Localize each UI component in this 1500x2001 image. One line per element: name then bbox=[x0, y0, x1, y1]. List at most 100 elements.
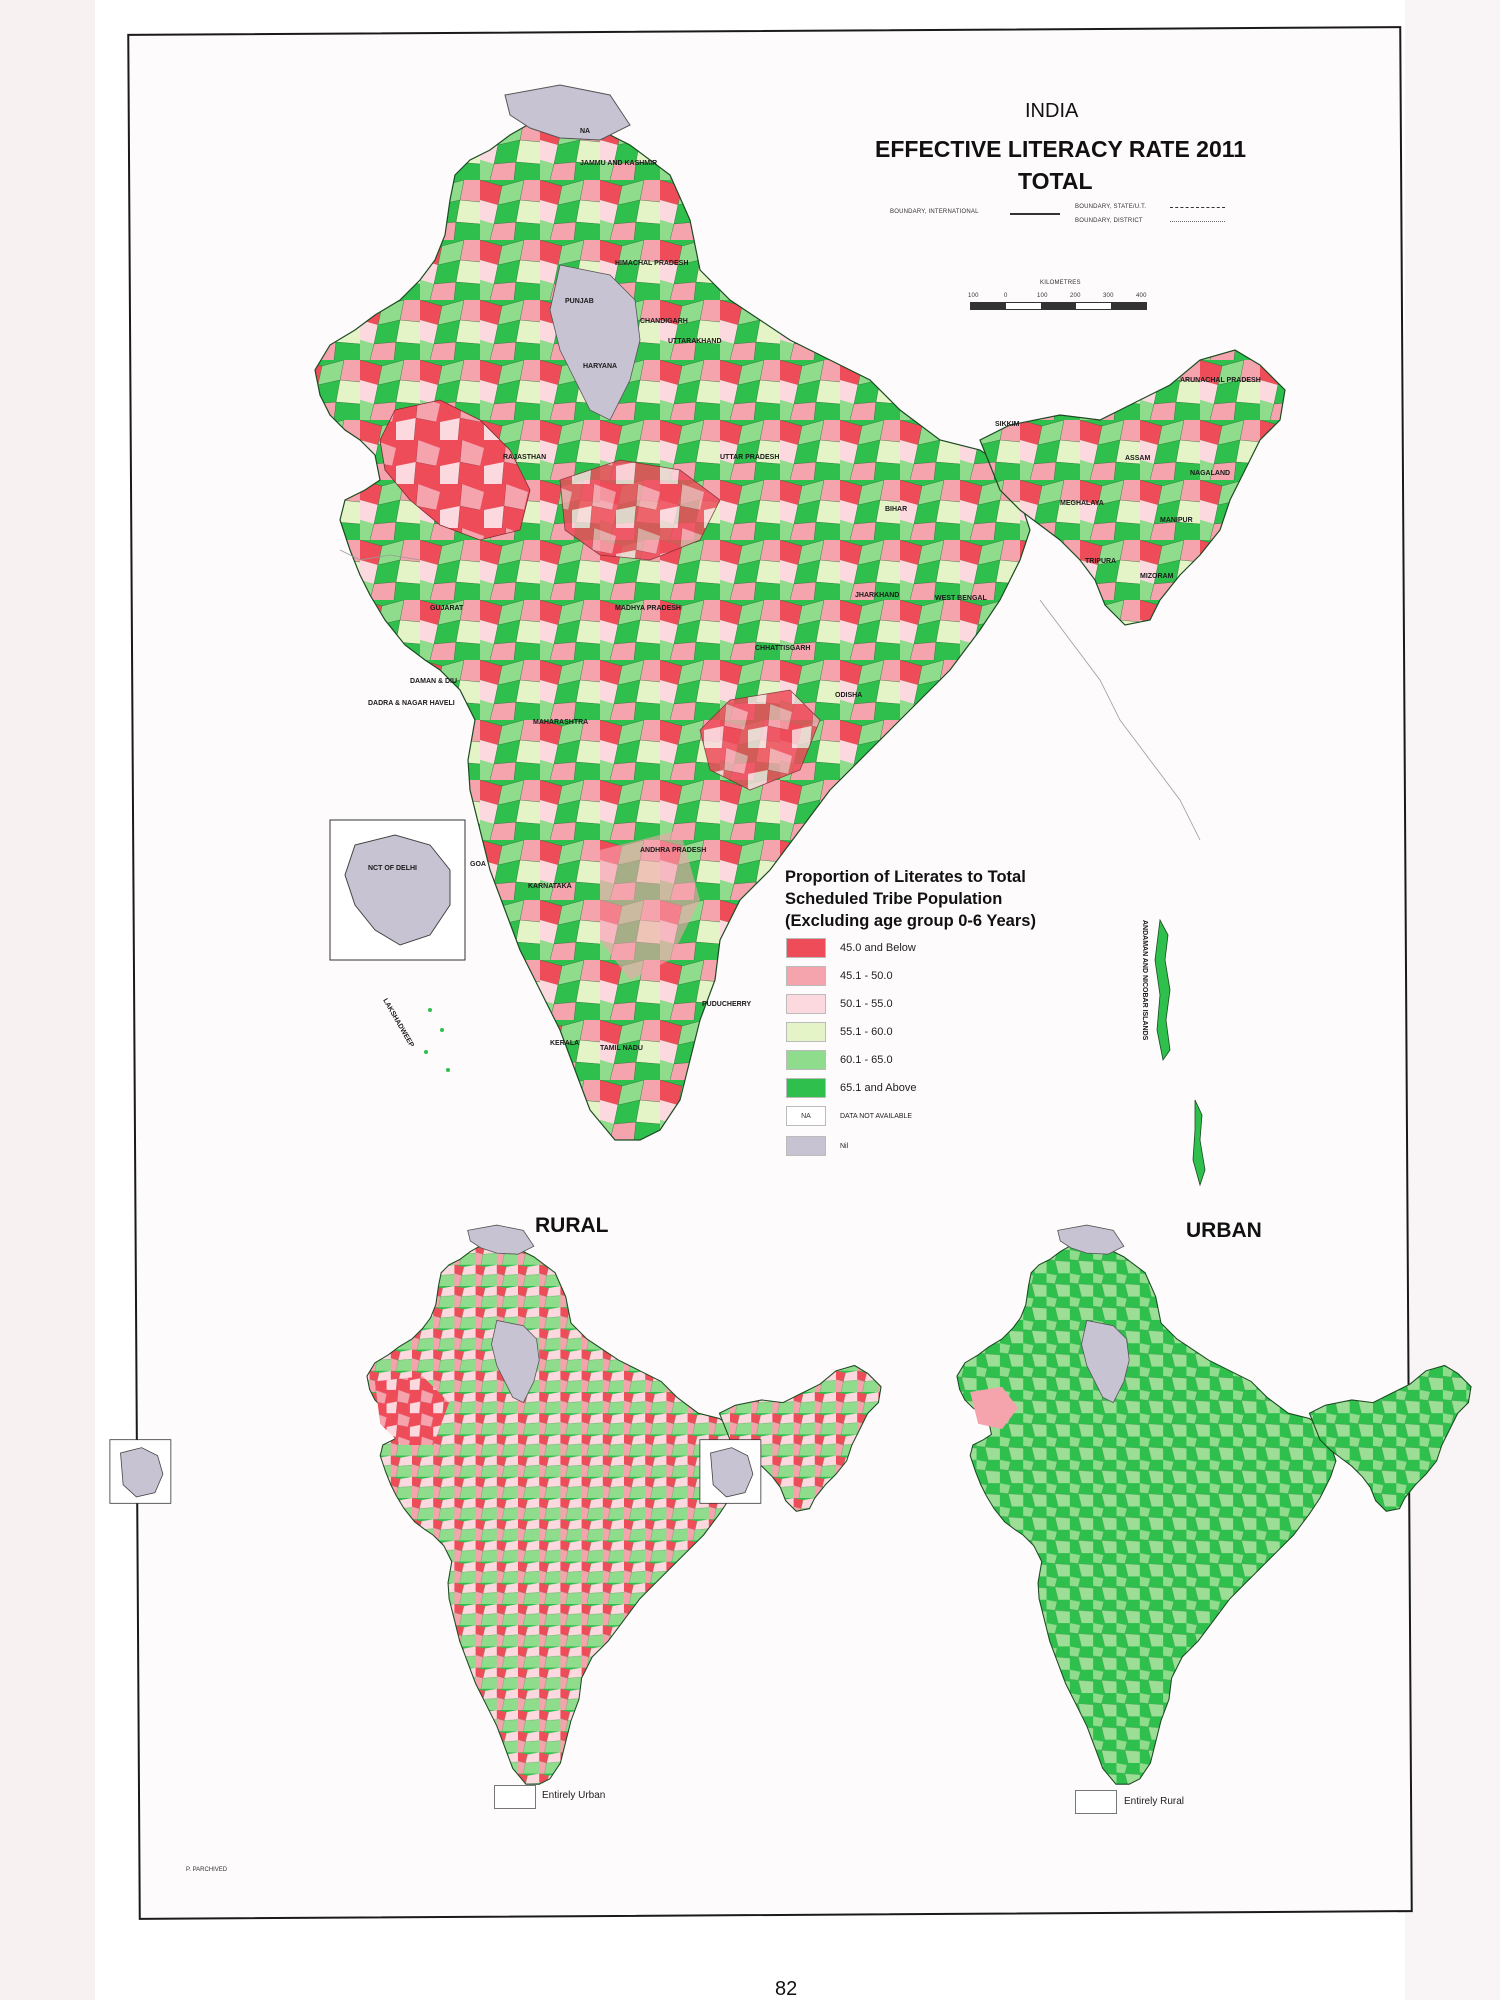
label-mizoram: MIZORAM bbox=[1140, 573, 1174, 580]
legend-item: 45.0 and Below bbox=[786, 938, 916, 958]
lakshadweep-island bbox=[424, 1050, 428, 1054]
left-margin bbox=[0, 0, 95, 2000]
lakshadweep-island bbox=[428, 1008, 432, 1012]
legend-swatch: NA bbox=[786, 1106, 826, 1126]
label-dadra-nagar-haveli: DADRA & NAGAR HAVELI bbox=[368, 700, 455, 707]
label-chhattisgarh: CHHATTISGARH bbox=[755, 645, 810, 652]
legend-item: NA DATA NOT AVAILABLE bbox=[786, 1106, 912, 1126]
main-india-map: NA JAMMU AND KASHMIR HIMACHAL PRADESH PU… bbox=[314, 84, 1286, 1187]
map-credit: P. PARCHIVED bbox=[186, 1867, 228, 1873]
legend-swatch bbox=[786, 994, 826, 1014]
main-map-south-pink-band bbox=[600, 830, 700, 980]
legend-title-line: Proportion of Literates to Total bbox=[785, 868, 1026, 886]
urban-title: URBAN bbox=[1186, 1219, 1262, 1242]
legend-label: DATA NOT AVAILABLE bbox=[840, 1112, 913, 1120]
entirely-urban-label: Entirely Urban bbox=[542, 1790, 606, 1801]
label-bihar: BIHAR bbox=[885, 506, 907, 513]
label-meghalaya: MEGHALAYA bbox=[1060, 500, 1104, 507]
map-subtitle: TOTAL bbox=[1018, 168, 1093, 194]
label-puducherry: PUDUCHERRY bbox=[702, 1001, 751, 1008]
label-rajasthan: RAJASTHAN bbox=[503, 454, 546, 461]
entirely-rural-swatch bbox=[1075, 1790, 1117, 1814]
label-daman-diu: DAMAN & DIU bbox=[410, 678, 457, 685]
andaman-islands bbox=[1154, 918, 1171, 1061]
legend-item: 50.1 - 55.0 bbox=[786, 994, 893, 1014]
nicobar-islands bbox=[1192, 1099, 1206, 1187]
legend-title-line: Scheduled Tribe Population bbox=[785, 890, 1003, 908]
label-west-bengal: WEST BENGAL bbox=[935, 595, 987, 602]
main-map-rajasthan-low-band bbox=[379, 399, 531, 541]
scale-tick: 100 bbox=[968, 293, 979, 299]
main-map-andhra-low-band bbox=[699, 689, 821, 791]
legend-item: Nil bbox=[786, 1136, 848, 1156]
delhi-inset-nil-area bbox=[344, 834, 451, 946]
country-heading: INDIA bbox=[1025, 100, 1079, 122]
lakshadweep-island bbox=[440, 1028, 444, 1032]
map-title: EFFECTIVE LITERACY RATE 2011 bbox=[875, 136, 1247, 162]
legend-swatch bbox=[786, 1050, 826, 1070]
scale-tick: 400 bbox=[1136, 293, 1147, 299]
main-map-central-low-band bbox=[559, 459, 721, 561]
main-map-mainland bbox=[314, 114, 1031, 1141]
right-margin bbox=[1405, 0, 1500, 2000]
boundary-international-label: BOUNDARY, INTERNATIONAL bbox=[890, 209, 979, 215]
pakistan-coastline bbox=[339, 549, 421, 561]
neighbour-coastline bbox=[1039, 599, 1201, 841]
label-nagaland: NAGALAND bbox=[1190, 470, 1230, 477]
entirely-urban-swatch bbox=[494, 1785, 536, 1809]
label-karnataka: KARNATAKA bbox=[528, 883, 572, 890]
label-jharkhand: JHARKHAND bbox=[855, 592, 899, 599]
legend-swatch bbox=[786, 966, 826, 986]
legend-label: 65.1 and Above bbox=[840, 1082, 917, 1094]
label-himachal-pradesh: HIMACHAL PRADESH bbox=[615, 260, 688, 267]
legend-swatch bbox=[786, 1136, 826, 1156]
urban-india-map bbox=[699, 1224, 1472, 1785]
main-map-northeast bbox=[979, 349, 1286, 626]
scale-label: KILOMETRES bbox=[1040, 280, 1081, 286]
label-punjab: PUNJAB bbox=[565, 298, 594, 305]
label-tripura: TRIPURA bbox=[1085, 558, 1116, 565]
boundary-district-line bbox=[1170, 221, 1225, 222]
label-lakshadweep: LAKSHADWEEP bbox=[381, 998, 415, 1049]
scale-tick: 100 bbox=[1037, 293, 1048, 299]
rural-title: RURAL bbox=[535, 1214, 609, 1237]
label-kerala: KERALA bbox=[550, 1040, 579, 1047]
legend-label: 60.1 - 65.0 bbox=[840, 1054, 893, 1066]
legend-item: 55.1 - 60.0 bbox=[786, 1022, 893, 1042]
legend-item: 60.1 - 65.0 bbox=[786, 1050, 893, 1070]
label-arunachal-pradesh: ARUNACHAL PRADESH bbox=[1180, 377, 1261, 384]
label-madhya-pradesh: MADHYA PRADESH bbox=[615, 605, 681, 612]
legend-label: 45.1 - 50.0 bbox=[840, 970, 893, 982]
label-assam: ASSAM bbox=[1125, 455, 1150, 462]
legend-title: Proportion of Literates to Total Schedul… bbox=[785, 866, 1036, 932]
main-map-punjab-haryana-nil bbox=[549, 264, 641, 421]
label-andhra-pradesh: ANDHRA PRADESH bbox=[640, 847, 706, 854]
boundary-international-line bbox=[1010, 213, 1060, 215]
label-na: NA bbox=[580, 128, 590, 135]
page-number: 82 bbox=[775, 1978, 798, 2000]
legend-item: 45.1 - 50.0 bbox=[786, 966, 893, 986]
lakshadweep-island bbox=[446, 1068, 450, 1072]
legend-item: 65.1 and Above bbox=[786, 1078, 916, 1098]
label-maharashtra: MAHARASHTRA bbox=[533, 719, 588, 726]
main-map-jk-north-nil bbox=[504, 84, 631, 141]
label-andaman-nicobar: ANDAMAN AND NICOBAR ISLANDS bbox=[1141, 920, 1148, 1041]
legend-title-line: (Excluding age group 0-6 Years) bbox=[785, 912, 1036, 930]
label-chandigarh: CHANDIGARH bbox=[640, 318, 688, 325]
legend-label: 55.1 - 60.0 bbox=[840, 1026, 893, 1038]
boundary-state-line bbox=[1170, 207, 1225, 208]
scale-tick: 300 bbox=[1103, 293, 1114, 299]
label-manipur: MANIPUR bbox=[1160, 517, 1193, 524]
scale-bar bbox=[970, 302, 1147, 310]
rural-india-map bbox=[109, 1224, 882, 1785]
boundary-state-label: BOUNDARY, STATE/U.T. bbox=[1075, 204, 1147, 210]
label-odisha: ODISHA bbox=[835, 692, 862, 699]
label-tamil-nadu: TAMIL NADU bbox=[600, 1045, 643, 1052]
label-jammu-kashmir: JAMMU AND KASHMIR bbox=[580, 160, 657, 167]
scale-tick: 0 bbox=[1004, 293, 1008, 299]
legend-swatch bbox=[786, 1022, 826, 1042]
label-uttar-pradesh: UTTAR PRADESH bbox=[720, 454, 779, 461]
scale-tick: 200 bbox=[1070, 293, 1081, 299]
label-sikkim: SIKKIM bbox=[995, 421, 1020, 428]
